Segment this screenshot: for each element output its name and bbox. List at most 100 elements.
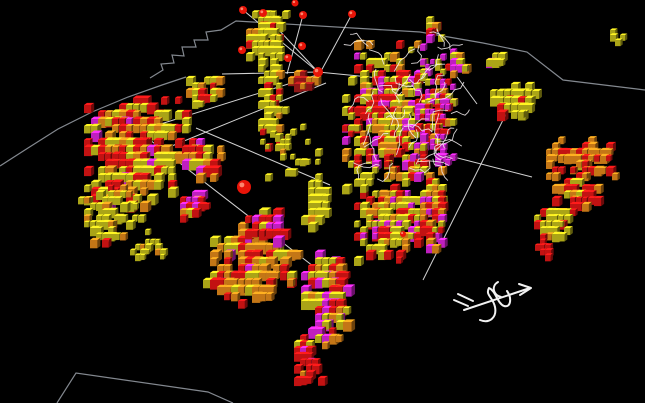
voxel <box>342 154 350 162</box>
voxel <box>308 221 319 233</box>
voxel <box>160 248 169 257</box>
voxel <box>84 208 94 218</box>
voxel <box>276 34 283 42</box>
voxel <box>138 214 147 223</box>
voxel <box>275 133 282 141</box>
voxel <box>438 226 445 234</box>
voxel <box>265 143 271 150</box>
voxel <box>402 178 411 187</box>
voxel <box>192 207 202 218</box>
well-trajectory-line <box>195 127 331 186</box>
voxel <box>552 172 561 182</box>
well-marker[interactable] <box>291 0 299 7</box>
voxel <box>290 168 299 177</box>
voxel <box>582 172 589 180</box>
voxel <box>276 94 283 102</box>
well-marker[interactable] <box>238 46 246 54</box>
voxel <box>258 57 269 69</box>
voxel <box>120 232 129 241</box>
well-trajectory-line <box>286 14 304 75</box>
voxel <box>414 171 424 182</box>
voxel <box>216 87 226 98</box>
voxel <box>318 375 328 386</box>
voxel <box>252 10 261 19</box>
voxel <box>366 249 377 261</box>
voxel <box>132 202 140 210</box>
voxel <box>282 10 291 20</box>
voxel <box>258 64 266 73</box>
voxel <box>168 173 177 182</box>
voxel <box>342 124 349 132</box>
boundary-line-block-outline-north <box>149 20 645 91</box>
north-arrow-icon <box>453 281 532 323</box>
voxel <box>420 133 429 142</box>
voxel <box>126 219 136 230</box>
voxel <box>384 249 394 260</box>
voxel <box>198 100 205 108</box>
voxel-cluster-upper-mid-bits <box>186 75 226 109</box>
voxel <box>315 148 324 157</box>
well-marker[interactable] <box>299 11 307 19</box>
voxel <box>360 52 368 60</box>
voxel <box>276 21 287 33</box>
voxel <box>216 76 226 86</box>
voxel <box>105 173 113 182</box>
voxel <box>145 248 151 255</box>
well-marker[interactable] <box>313 67 323 77</box>
voxel <box>372 220 379 228</box>
voxel <box>308 180 316 188</box>
voxel <box>90 237 101 249</box>
voxel <box>276 16 283 24</box>
voxel <box>224 292 232 301</box>
voxel <box>426 34 435 44</box>
voxel <box>145 228 152 236</box>
voxel <box>105 145 113 154</box>
voxel <box>430 58 436 65</box>
well-marker[interactable] <box>284 54 292 62</box>
voxel <box>450 83 457 90</box>
voxel <box>612 172 620 181</box>
voxel <box>360 184 369 193</box>
voxel <box>396 256 404 264</box>
well-path-squiggle <box>450 109 470 116</box>
voxel <box>108 184 115 192</box>
voxel <box>306 82 315 91</box>
well-marker[interactable] <box>259 9 267 17</box>
well-marker[interactable] <box>400 231 406 237</box>
voxel <box>420 43 428 51</box>
voxel <box>322 341 330 350</box>
voxel <box>354 52 361 60</box>
voxel-cluster-right-isolated-red <box>552 177 605 213</box>
voxel <box>245 215 253 224</box>
well-marker[interactable] <box>298 42 306 50</box>
voxel <box>430 78 436 85</box>
voxel <box>260 128 267 136</box>
voxel-cluster-left-tail-dots <box>130 228 169 262</box>
voxel <box>145 243 154 252</box>
voxel-cluster-small-yellow-bits <box>486 51 508 69</box>
well-marker[interactable] <box>239 6 247 14</box>
voxel <box>265 173 274 182</box>
voxel <box>126 117 134 126</box>
voxel <box>280 153 287 161</box>
voxel <box>133 194 143 204</box>
voxel <box>342 183 353 195</box>
voxel <box>432 243 442 254</box>
voxel <box>294 249 304 260</box>
voxel <box>552 195 563 207</box>
voxel <box>252 229 260 237</box>
well-trajectory-lines <box>147 9 533 281</box>
voxel <box>273 235 286 248</box>
voxel <box>300 70 308 78</box>
well-marker[interactable] <box>237 180 251 194</box>
voxel-cluster-top-yellow-sheet <box>246 10 291 69</box>
voxel <box>558 220 565 228</box>
voxel <box>390 196 397 204</box>
voxel <box>360 238 367 246</box>
voxel <box>154 145 162 153</box>
voxel <box>168 131 177 141</box>
voxel <box>445 158 453 166</box>
voxel-cluster-mid-isolated-column <box>301 173 332 233</box>
well-marker[interactable] <box>348 10 356 18</box>
